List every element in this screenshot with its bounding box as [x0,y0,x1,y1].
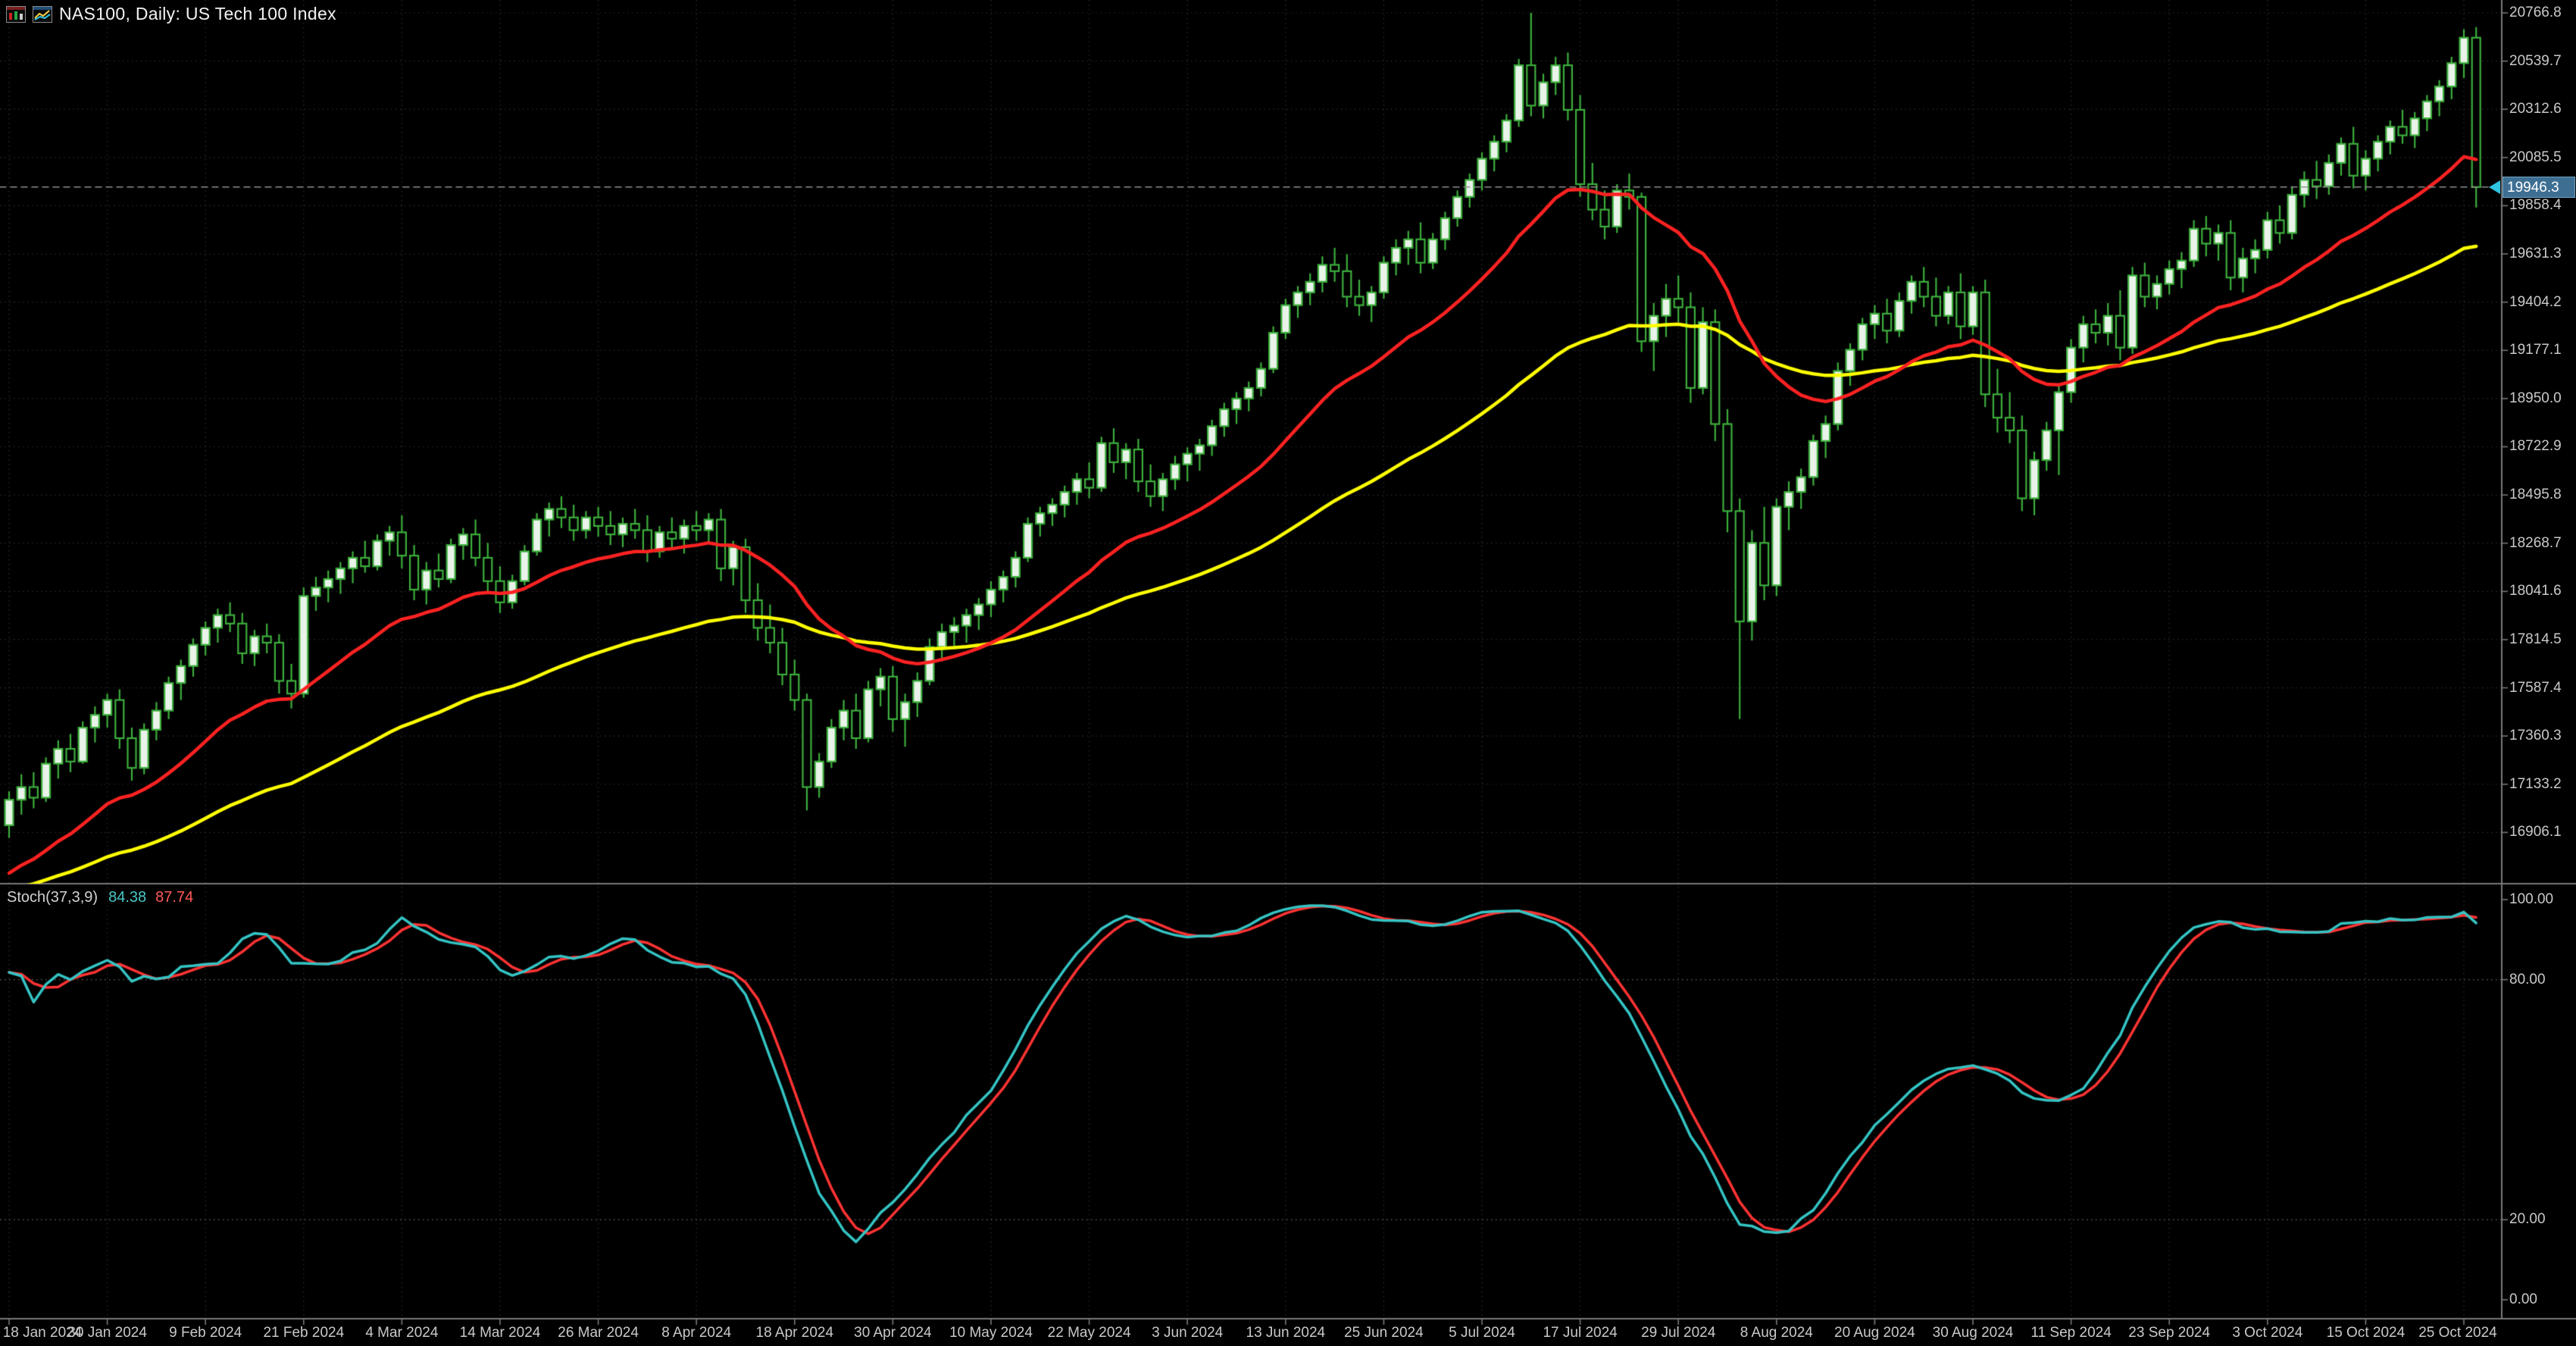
price-axis-label: 18722.9 [2509,438,2562,455]
price-axis-label: 20539.7 [2509,52,2562,69]
date-axis[interactable]: 18 Jan 2024 30 Jan 2024 9 Feb 2024 21 Feb 2… [0,1319,2502,1346]
date-axis-label: 26 Mar 2024 [558,1325,639,1341]
date-axis-label: 30 Jan 2024 [67,1325,147,1341]
price-axis-label: 19631.3 [2509,246,2562,262]
indicator-window-icon[interactable] [33,5,52,23]
current-price-arrow [2489,180,2500,194]
price-axis[interactable]: 20766.8 20539.7 20312.6 20085.5 19858.4 19631… [2503,0,2576,1319]
stochastic-indicator-label: Stoch(37,3,9) 84.38 87.74 [7,889,193,906]
date-axis-label: 22 May 2024 [1047,1325,1131,1341]
stochastic-name: Stoch(37,3,9) [7,889,98,906]
price-axis-label: 18041.6 [2509,583,2562,599]
chart-window-icon[interactable] [6,5,26,23]
price-axis-label: 19177.1 [2509,342,2562,358]
stochastic-main-value: 84.38 [108,889,147,906]
price-axis-label: 20085.5 [2509,149,2562,165]
price-axis-label: 20766.8 [2509,5,2562,20]
date-axis-label: 11 Sep 2024 [2030,1325,2112,1341]
price-axis-label: 18950.0 [2509,390,2562,406]
date-axis-label: 13 Jun 2024 [1246,1325,1326,1341]
date-axis-label: 5 Jul 2024 [1449,1325,1515,1341]
current-price-label: 19946.3 [2503,176,2575,198]
date-axis-label: 14 Mar 2024 [459,1325,541,1341]
date-axis-label: 4 Mar 2024 [365,1325,439,1341]
date-axis-label: 18 Jan 2024 [2,1325,83,1341]
date-axis-label: 15 Oct 2024 [2326,1325,2406,1341]
stoch-level-label: 20.00 [2509,1211,2546,1228]
stoch-level-label: 100.00 [2509,891,2554,907]
date-axis-label: 3 Jun 2024 [1152,1325,1224,1341]
price-axis-label: 18495.8 [2509,487,2562,503]
price-axis-label: 17360.3 [2509,728,2562,744]
date-axis-label: 23 Sep 2024 [2128,1325,2211,1341]
date-axis-label: 30 Aug 2024 [1932,1325,2014,1341]
price-axis-label: 19858.4 [2509,197,2562,214]
date-axis-label: 3 Oct 2024 [2232,1325,2303,1341]
date-axis-label: 17 Jul 2024 [1543,1325,1618,1341]
price-axis-label: 18268.7 [2509,534,2562,551]
date-axis-label: 8 Aug 2024 [1740,1325,1813,1341]
chart-title: NAS100, Daily: US Tech 100 Index [59,4,336,23]
price-axis-label: 16906.1 [2509,824,2562,840]
date-axis-label: 9 Feb 2024 [169,1325,242,1341]
stochastic-signal-value: 87.74 [155,889,194,906]
price-axis-label: 17133.2 [2509,775,2562,792]
date-axis-label: 20 Aug 2024 [1834,1325,1915,1341]
date-axis-label: 25 Oct 2024 [2418,1325,2497,1341]
date-axis-label: 25 Jun 2024 [1344,1325,1424,1341]
date-axis-label: 29 Jul 2024 [1641,1325,1716,1341]
stoch-level-label: 0.00 [2509,1291,2537,1307]
stoch-level-label: 80.00 [2509,971,2546,988]
price-axis-label: 20312.6 [2509,101,2562,117]
price-axis-label: 17814.5 [2509,631,2562,647]
date-axis-label: 8 Apr 2024 [661,1325,732,1341]
price-axis-label: 19404.2 [2509,293,2562,310]
date-axis-label: 30 Apr 2024 [854,1325,932,1341]
date-axis-label: 21 Feb 2024 [263,1325,345,1341]
price-axis-label: 17587.4 [2509,679,2562,696]
date-axis-label: 10 May 2024 [949,1325,1033,1341]
chart-title-bar: NAS100, Daily: US Tech 100 Index [6,4,336,24]
date-axis-label: 18 Apr 2024 [755,1325,834,1341]
